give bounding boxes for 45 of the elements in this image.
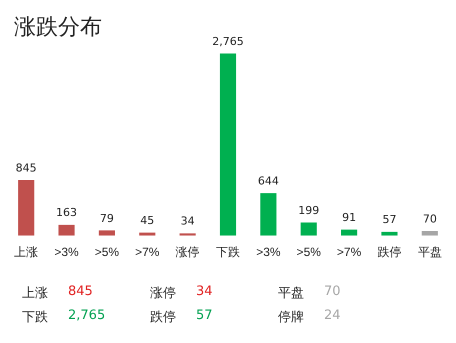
x-tick-label: >3% bbox=[54, 245, 80, 260]
bar bbox=[300, 222, 317, 236]
x-tick-label: >7% bbox=[336, 245, 362, 260]
text: 下跌 bbox=[22, 309, 49, 326]
data-label: 70 bbox=[422, 212, 437, 226]
text: 上涨 bbox=[22, 285, 49, 302]
x-tick-label: 下跌 bbox=[216, 245, 240, 260]
x-tick-label: >5% bbox=[94, 245, 120, 260]
text: 845 bbox=[68, 284, 94, 301]
text: 24 bbox=[324, 308, 342, 325]
data-label: 45 bbox=[140, 214, 154, 227]
bar bbox=[139, 232, 156, 236]
text: 70 bbox=[324, 284, 342, 301]
data-label: 163 bbox=[56, 206, 78, 220]
bar bbox=[381, 232, 398, 236]
text: 2,765 bbox=[68, 308, 106, 325]
text: 涨停 bbox=[150, 285, 177, 302]
x-tick-label: 涨停 bbox=[176, 245, 200, 260]
data-label: 845 bbox=[16, 161, 37, 174]
data-label: 199 bbox=[298, 204, 320, 217]
chart-title: 涨跌分布 bbox=[14, 14, 102, 42]
bar bbox=[18, 180, 34, 236]
x-tick-label: >5% bbox=[296, 245, 322, 260]
data-label: 2,765 bbox=[212, 34, 244, 48]
x-tick-label: >3% bbox=[256, 245, 281, 260]
data-label: 91 bbox=[342, 210, 356, 224]
bar bbox=[260, 193, 276, 236]
data-label: 79 bbox=[100, 212, 114, 225]
text: 平盘 bbox=[278, 285, 305, 302]
x-tick-label: 上涨 bbox=[14, 245, 38, 260]
x-tick-label: 跌停 bbox=[377, 245, 402, 260]
text: 57 bbox=[196, 308, 214, 325]
bar bbox=[98, 230, 115, 236]
text: 跌停 bbox=[150, 309, 177, 326]
bar bbox=[422, 230, 438, 236]
data-label: 644 bbox=[258, 174, 279, 188]
text: 34 bbox=[196, 284, 214, 301]
data-label: 57 bbox=[382, 213, 396, 226]
x-tick-label: 平盘 bbox=[418, 245, 442, 260]
bar bbox=[58, 224, 75, 236]
bar bbox=[341, 230, 358, 236]
data-label: 34 bbox=[180, 214, 195, 228]
bar bbox=[220, 53, 236, 236]
text: 停牌 bbox=[278, 309, 305, 326]
x-tick-label: >7% bbox=[135, 245, 160, 260]
